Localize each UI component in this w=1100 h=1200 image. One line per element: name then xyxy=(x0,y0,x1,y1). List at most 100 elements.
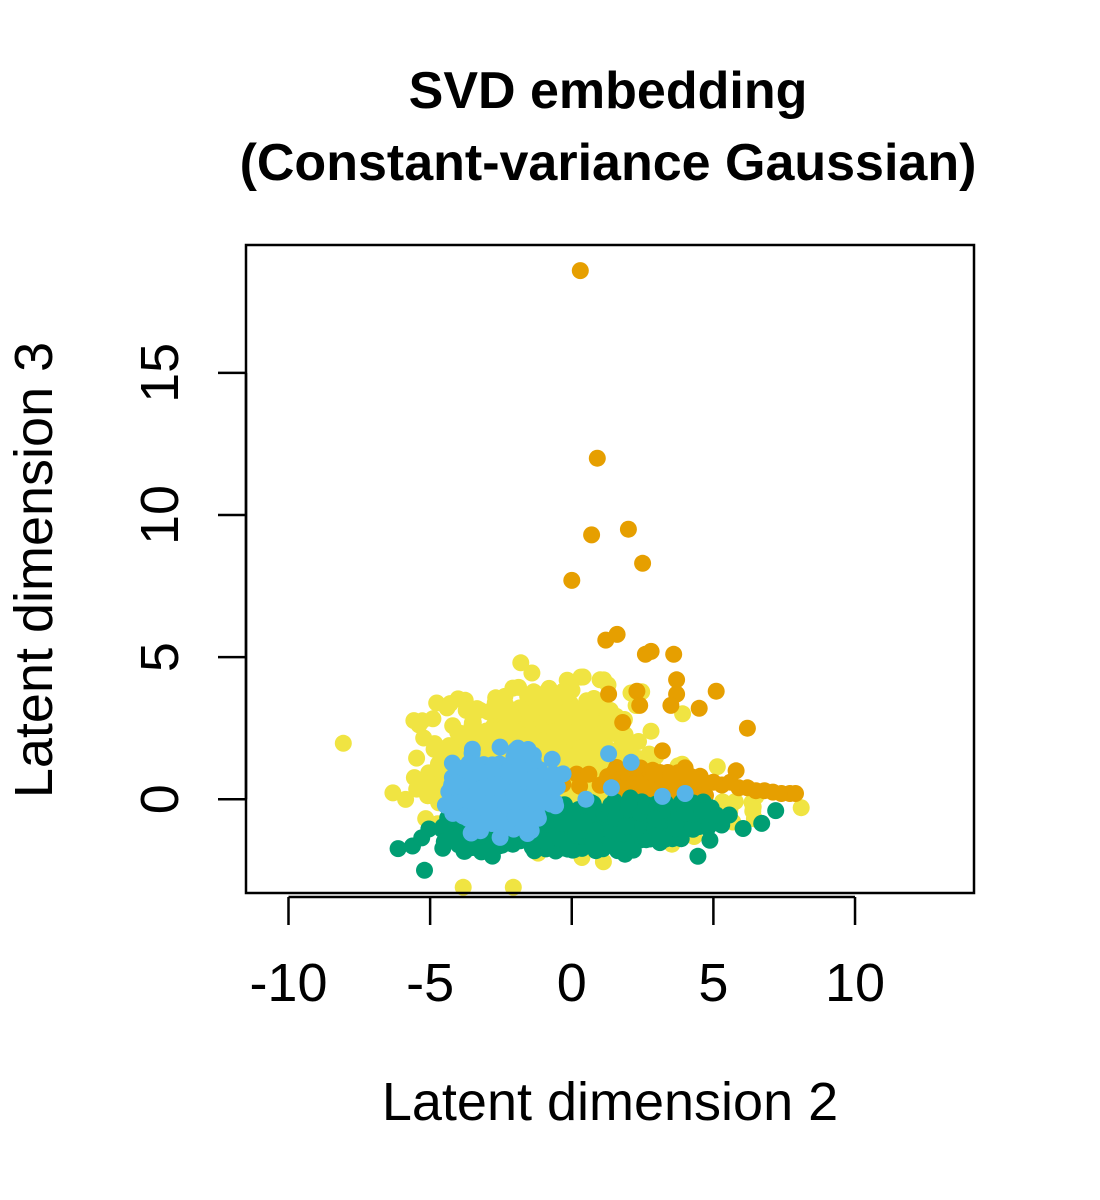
data-point xyxy=(397,790,415,808)
data-point xyxy=(438,699,456,717)
data-point xyxy=(674,705,692,723)
data-point xyxy=(614,714,632,731)
data-point xyxy=(506,808,524,826)
data-point xyxy=(512,654,530,672)
data-point xyxy=(668,671,686,689)
data-point xyxy=(767,802,785,820)
data-point xyxy=(617,817,635,835)
data-point xyxy=(653,787,671,805)
data-point xyxy=(471,701,489,719)
data-point xyxy=(591,671,609,689)
data-point xyxy=(453,727,471,745)
x-axis: -10 -5 0 5 10 xyxy=(249,895,885,1013)
data-point xyxy=(597,631,615,649)
data-point xyxy=(600,745,618,763)
data-point xyxy=(571,262,589,280)
data-point xyxy=(471,780,489,798)
data-point xyxy=(577,790,595,808)
data-point xyxy=(554,682,572,700)
data-point xyxy=(690,699,708,717)
data-point xyxy=(645,764,663,782)
data-point xyxy=(575,813,593,831)
data-point xyxy=(665,645,683,663)
chart-title-line-2: (Constant-variance Gaussian) xyxy=(240,134,977,192)
data-point xyxy=(529,809,547,827)
data-point xyxy=(548,778,566,796)
x-tick-label: 10 xyxy=(825,953,885,1013)
data-point xyxy=(491,828,509,846)
data-point xyxy=(630,733,647,750)
data-point xyxy=(646,810,664,828)
data-point xyxy=(734,820,752,837)
data-point xyxy=(384,784,402,802)
data-point xyxy=(600,685,618,703)
data-point xyxy=(738,719,756,737)
data-point xyxy=(546,732,564,750)
data-point xyxy=(452,777,470,795)
data-point xyxy=(792,799,810,817)
data-point xyxy=(334,734,352,752)
chart-title-line-1: SVD embedding xyxy=(409,62,808,120)
data-point xyxy=(413,712,431,730)
data-point xyxy=(405,769,423,787)
data-point xyxy=(588,449,606,467)
data-point xyxy=(455,807,473,825)
data-point xyxy=(631,696,649,714)
data-point xyxy=(496,719,514,736)
data-point xyxy=(523,664,541,682)
data-point xyxy=(571,777,589,795)
data-point xyxy=(620,794,638,812)
data-point xyxy=(563,571,581,589)
data-point xyxy=(464,714,482,731)
data-point xyxy=(553,814,571,832)
data-point xyxy=(628,682,646,700)
data-point xyxy=(416,861,433,879)
data-point xyxy=(574,668,592,686)
data-point xyxy=(519,741,537,758)
x-tick-label: -5 xyxy=(406,953,454,1013)
data-point xyxy=(522,704,540,722)
y-tick-label: 5 xyxy=(130,642,190,672)
data-point xyxy=(586,822,604,840)
x-tick-label: 0 xyxy=(557,953,587,1013)
data-point xyxy=(483,847,501,865)
data-point xyxy=(460,754,478,772)
data-point xyxy=(491,738,509,756)
data-point xyxy=(707,806,725,824)
data-point xyxy=(707,682,725,700)
data-point xyxy=(642,722,660,740)
data-point xyxy=(434,818,452,836)
data-point xyxy=(444,830,462,848)
data-point xyxy=(542,706,560,724)
data-point xyxy=(504,782,522,800)
data-point xyxy=(787,785,804,802)
data-point xyxy=(632,775,650,793)
data-point xyxy=(602,779,620,797)
data-point xyxy=(550,829,568,847)
data-point xyxy=(653,742,671,760)
x-axis-label: Latent dimension 2 xyxy=(382,1072,838,1132)
series-3 xyxy=(436,738,694,846)
data-point xyxy=(584,731,602,749)
data-point xyxy=(720,806,738,824)
data-point xyxy=(464,839,482,856)
data-point xyxy=(667,820,684,838)
data-point xyxy=(490,810,508,828)
data-point xyxy=(634,554,652,572)
data-point xyxy=(662,770,680,788)
data-point xyxy=(693,802,711,820)
data-point xyxy=(475,799,493,817)
data-point xyxy=(543,750,561,768)
data-point xyxy=(676,804,694,822)
data-point xyxy=(498,763,516,781)
data-point xyxy=(554,713,572,731)
data-point xyxy=(540,679,558,697)
data-point xyxy=(727,762,745,780)
data-point xyxy=(389,840,407,858)
points-layer xyxy=(334,262,810,896)
data-point xyxy=(622,753,640,771)
data-point xyxy=(504,878,522,896)
data-point xyxy=(415,729,433,747)
data-point xyxy=(689,847,707,865)
